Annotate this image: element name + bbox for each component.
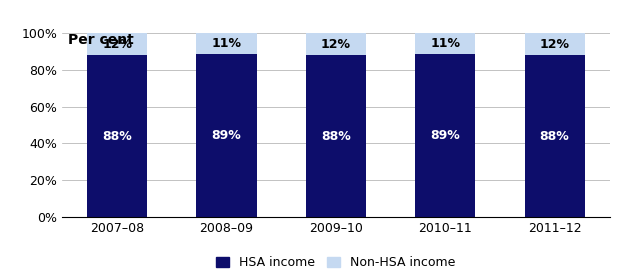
Bar	[87, 33, 147, 55]
Text: 88%: 88%	[102, 130, 132, 143]
Text: 88%: 88%	[540, 130, 570, 143]
Text: 12%: 12%	[540, 38, 570, 51]
Bar	[87, 55, 147, 217]
Bar	[197, 54, 257, 217]
Legend: HSA income, Non-HSA income: HSA income, Non-HSA income	[216, 256, 455, 269]
Bar	[306, 33, 366, 55]
Text: 89%: 89%	[430, 129, 460, 142]
Bar	[415, 33, 475, 54]
Bar	[306, 55, 366, 217]
Text: 12%: 12%	[321, 38, 351, 51]
Text: 11%: 11%	[211, 37, 241, 50]
Bar	[524, 33, 585, 55]
Text: 89%: 89%	[211, 129, 241, 142]
Text: 12%: 12%	[102, 38, 132, 51]
Text: 88%: 88%	[321, 130, 351, 143]
Text: 11%: 11%	[430, 37, 460, 50]
Bar	[197, 33, 257, 54]
Text: Per cent: Per cent	[68, 33, 134, 47]
Bar	[415, 54, 475, 217]
Bar	[524, 55, 585, 217]
